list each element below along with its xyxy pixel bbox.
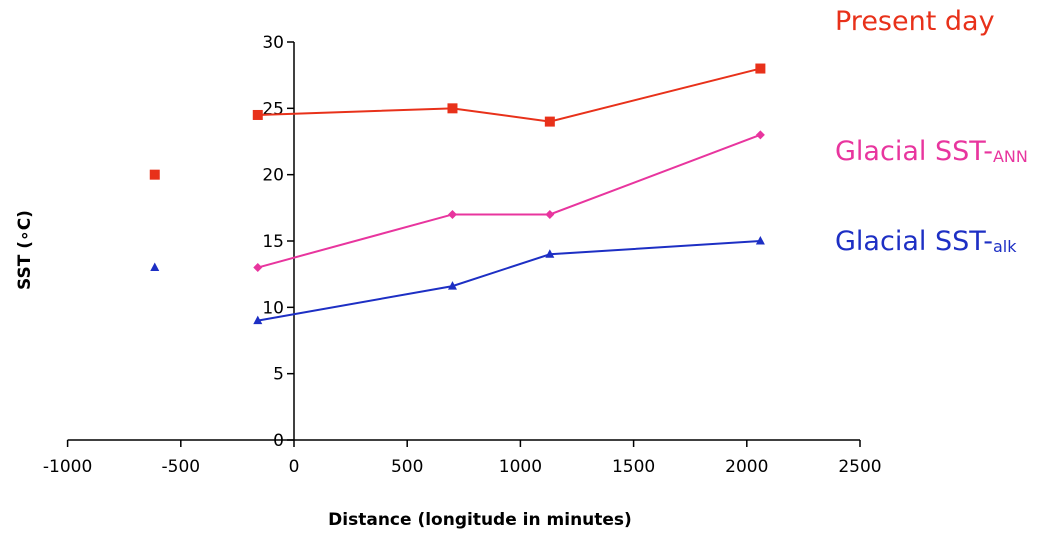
legend-label-sub: alk — [993, 237, 1017, 256]
legend-label-main: Glacial SST- — [835, 226, 993, 257]
data-point — [447, 281, 457, 290]
series-2 — [150, 236, 765, 325]
x-tick-label: -1000 — [43, 457, 92, 477]
series-line — [257, 240, 761, 322]
y-tick-label: 15 — [262, 232, 284, 252]
x-tick-label: -500 — [162, 457, 201, 477]
y-tick-label: 5 — [273, 365, 284, 385]
legend-label-2: Glacial SST-alk — [835, 226, 1017, 257]
series-line — [257, 67, 761, 123]
data-point — [755, 63, 766, 74]
y-axis-title: SST (∘C) — [15, 210, 35, 290]
y-tick-label: 20 — [262, 166, 284, 186]
x-tick-label: 500 — [391, 457, 423, 477]
data-point — [447, 103, 458, 114]
data-point — [545, 249, 555, 258]
y-tick-label: 0 — [273, 431, 284, 451]
data-point — [252, 109, 263, 120]
y-tick-label: 25 — [262, 99, 284, 119]
x-tick-label: 2000 — [725, 457, 768, 477]
y-tick-label: 10 — [262, 298, 284, 318]
legend-label-sub: ANN — [993, 147, 1028, 166]
data-point — [253, 315, 263, 325]
data-point — [545, 209, 555, 219]
axes: -1000 -500 0 500 1000 1500 2000 2500 0 5 10 15 20 25 3… — [43, 33, 882, 477]
data-point — [253, 263, 263, 273]
data-point — [544, 116, 555, 127]
series-layer — [149, 63, 766, 325]
isolated-data-point — [150, 262, 160, 272]
series-1 — [253, 130, 765, 273]
x-tick-label: 1500 — [612, 457, 655, 477]
x-tick-label: 2500 — [838, 457, 881, 477]
legend-label-main: Glacial SST- — [835, 136, 993, 167]
data-point — [755, 130, 765, 140]
series-0 — [149, 63, 766, 180]
series-line — [257, 133, 761, 269]
data-point — [755, 236, 765, 245]
x-tick-label: 0 — [289, 457, 300, 477]
legend-label-1: Glacial SST-ANN — [835, 136, 1028, 167]
legend-label-main: Present day — [835, 6, 995, 37]
isolated-data-point — [149, 169, 160, 180]
x-axis-title: Distance (longitude in minutes) — [328, 510, 632, 530]
y-tick-label: 30 — [262, 33, 284, 53]
data-point — [447, 209, 457, 219]
x-tick-label: 1000 — [499, 457, 542, 477]
legend-label-0: Present day — [835, 6, 995, 37]
